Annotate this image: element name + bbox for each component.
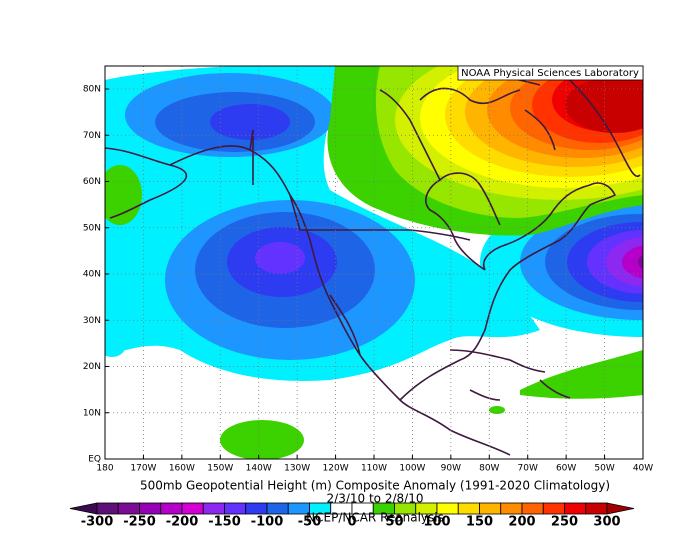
lon-label: 180 (96, 464, 113, 474)
colorbar-label: 150 (466, 515, 493, 530)
lon-label: 50W (594, 464, 614, 474)
colorbar-label: 0 (347, 515, 356, 530)
lon-label: 160W (169, 464, 195, 474)
credit: NOAA Physical Sciences Laboratory (461, 68, 639, 79)
lat-label: 80N (83, 85, 101, 95)
colorbar-box (521, 502, 544, 515)
colorbar-label: -300 (81, 515, 114, 530)
colorbar-box (96, 502, 119, 515)
lon-label: 90W (441, 464, 461, 474)
colorbar-label: 200 (508, 515, 535, 530)
lon-label: 70W (518, 464, 538, 474)
date-range: 2/3/10 to 2/8/10 (327, 492, 424, 506)
colorbar-box (160, 502, 183, 515)
colorbar: -300 -250 -200 -150 -100 -50 0 50 100 150 200 250 30… (69, 502, 635, 530)
colorbar-box (117, 502, 140, 515)
colorbar-end (606, 502, 635, 515)
lat-label: 20N (83, 362, 101, 372)
colorbar-label: -250 (123, 515, 156, 530)
colorbar-box (224, 502, 247, 515)
colorbar-label: 50 (385, 515, 403, 530)
lat-label: 40N (83, 270, 101, 280)
colorbar-box (245, 502, 268, 515)
colorbar-label: -150 (208, 515, 241, 530)
colorbar-label: 250 (551, 515, 578, 530)
lon-label: 40W (633, 464, 653, 474)
colorbar-box (266, 502, 289, 515)
lon-label: 110W (361, 464, 387, 474)
colorbar-box (500, 502, 523, 515)
lon-label: 60W (556, 464, 576, 474)
colorbar-box (202, 502, 225, 515)
graticule (105, 66, 643, 459)
colorbar-box (585, 502, 608, 515)
colorbar-label: 300 (593, 515, 620, 530)
lat-label: 50N (83, 223, 101, 233)
colorbar-box (457, 502, 480, 515)
lon-label: 170W (130, 464, 156, 474)
colorbar-box (479, 502, 502, 515)
colorbar-box (139, 502, 162, 515)
lon-label: 140W (246, 464, 272, 474)
lon-label: 130W (284, 464, 310, 474)
anomaly-field (105, 66, 643, 459)
lon-label: 150W (207, 464, 233, 474)
colorbar-label: -200 (166, 515, 199, 530)
colorbar-label: 100 (423, 515, 450, 530)
colorbar-box (542, 502, 565, 515)
map-title: 500mb Geopotential Height (m) Composite … (140, 479, 610, 493)
credit-box (457, 65, 644, 81)
lat-label: 30N (83, 316, 101, 326)
lat-label: 60N (83, 177, 101, 187)
lon-label: 80W (479, 464, 499, 474)
colorbar-box (181, 502, 204, 515)
colorbar-label: -100 (251, 515, 284, 530)
colorbar-end (69, 502, 98, 515)
colorbar-label: -50 (298, 515, 322, 530)
source: NCEP/NCAR Reanalysis (306, 511, 444, 525)
lat-label: 10N (83, 408, 101, 418)
lat-label: 70N (83, 131, 101, 141)
lon-label: 100W (399, 464, 425, 474)
lon-label: 120W (323, 464, 349, 474)
lat-label: EQ (88, 455, 101, 465)
colorbar-box (564, 502, 587, 515)
